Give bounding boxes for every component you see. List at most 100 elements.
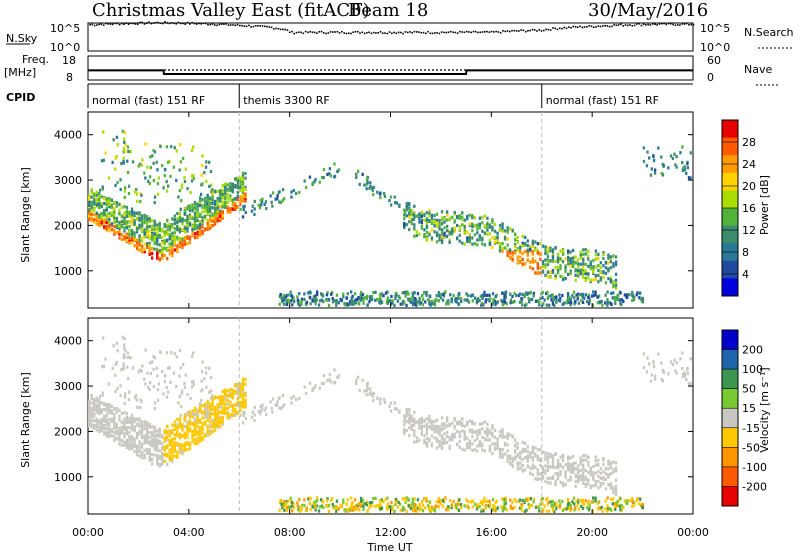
nsky-point — [692, 23, 695, 26]
power-cell — [173, 227, 176, 231]
velocity-cell — [90, 406, 93, 410]
velocity-cell — [144, 348, 147, 352]
velocity-cell — [168, 365, 171, 370]
power-cell — [175, 149, 178, 153]
power-cell — [587, 295, 590, 300]
nsky-point — [327, 32, 330, 34]
power-cell — [650, 167, 653, 171]
power-cell — [479, 294, 482, 298]
power-cell — [173, 235, 176, 239]
power-cell — [219, 199, 222, 203]
velocity-cell — [148, 447, 151, 451]
velocity-cell — [108, 421, 111, 425]
power-cell — [173, 218, 176, 222]
velocity-cell — [463, 424, 466, 428]
power-cell — [103, 219, 106, 223]
velocity-cell — [161, 435, 164, 439]
power-cell — [204, 208, 207, 212]
power-cell — [443, 233, 446, 237]
power-cell — [303, 292, 306, 296]
power-cell — [123, 205, 126, 209]
power-cell — [599, 270, 602, 274]
velocity-cell — [285, 506, 289, 510]
velocity-cell — [607, 462, 610, 466]
velocity-cell — [190, 385, 194, 389]
velocity-cell — [191, 411, 194, 415]
power-cell — [196, 230, 199, 234]
power-cell — [536, 248, 539, 252]
nsky-point — [291, 30, 293, 33]
power-cell — [526, 258, 529, 262]
power-cell — [344, 303, 347, 307]
nsky-point — [670, 22, 672, 25]
velocity-cell — [191, 380, 194, 384]
nsky-point — [642, 23, 645, 25]
velocity-cell — [158, 449, 161, 453]
velocity-cell — [408, 412, 411, 416]
nsky-point — [633, 24, 636, 27]
power-cell — [188, 204, 192, 208]
velocity-cell — [476, 437, 479, 441]
nsky-point — [513, 29, 516, 32]
power-cell — [127, 149, 130, 154]
power-cell — [623, 293, 626, 297]
power-cell — [457, 302, 461, 306]
power-cell — [236, 205, 239, 209]
power-cell — [148, 181, 151, 186]
velocity-cell — [536, 505, 540, 509]
velocity-cell — [438, 439, 441, 443]
velocity-cell — [594, 455, 597, 459]
nsky-point — [667, 22, 670, 25]
power-cell — [606, 298, 609, 302]
velocity-cell — [559, 480, 562, 484]
velocity-cell — [158, 434, 161, 438]
velocity-cell — [153, 441, 156, 445]
power-cell — [186, 187, 189, 191]
nsky-point — [186, 21, 189, 24]
power-cell — [181, 218, 184, 222]
velocity-cell — [244, 391, 247, 395]
velocity-cell — [652, 365, 656, 369]
velocity-cell — [158, 439, 161, 444]
velocity-cell — [584, 477, 587, 482]
power-cell — [108, 205, 111, 209]
nsky-point — [268, 26, 271, 28]
power-cell — [265, 207, 268, 211]
velocity-cell — [239, 408, 242, 413]
cpid-segment-label: normal (fast) 151 RF — [92, 94, 205, 107]
velocity-cell — [148, 387, 151, 392]
velocity-cell — [372, 399, 375, 403]
power-cell — [285, 300, 289, 304]
power-cell — [438, 223, 441, 227]
power-cell — [549, 294, 552, 298]
power-cell — [166, 230, 169, 234]
power-cell — [327, 297, 330, 301]
power-cell — [546, 275, 550, 279]
velocity-cell — [425, 425, 429, 429]
power-cell — [580, 298, 583, 302]
power-cell — [564, 270, 567, 274]
power-cell — [487, 298, 490, 302]
power-cell — [105, 202, 108, 206]
power-cell — [612, 280, 615, 284]
power-cell — [178, 228, 182, 232]
power-cell — [285, 302, 289, 306]
velocity-cell — [493, 435, 497, 439]
velocity-cell — [541, 466, 545, 470]
velocity-cell — [250, 415, 254, 419]
power-cell — [531, 260, 534, 264]
power-cell — [110, 205, 113, 209]
velocity-cell — [120, 368, 123, 372]
velocity-cell — [178, 423, 182, 427]
freq-label: Freq. — [22, 53, 49, 66]
power-cell — [589, 266, 592, 270]
velocity-cell — [564, 483, 567, 487]
velocity-cell — [209, 407, 212, 412]
velocity-cell — [612, 468, 615, 472]
nsky-point — [422, 31, 425, 34]
power-cell — [467, 300, 471, 304]
velocity-cell — [236, 392, 239, 396]
power-cell — [224, 203, 227, 207]
power-cell — [614, 282, 618, 286]
power-cell — [98, 215, 101, 219]
